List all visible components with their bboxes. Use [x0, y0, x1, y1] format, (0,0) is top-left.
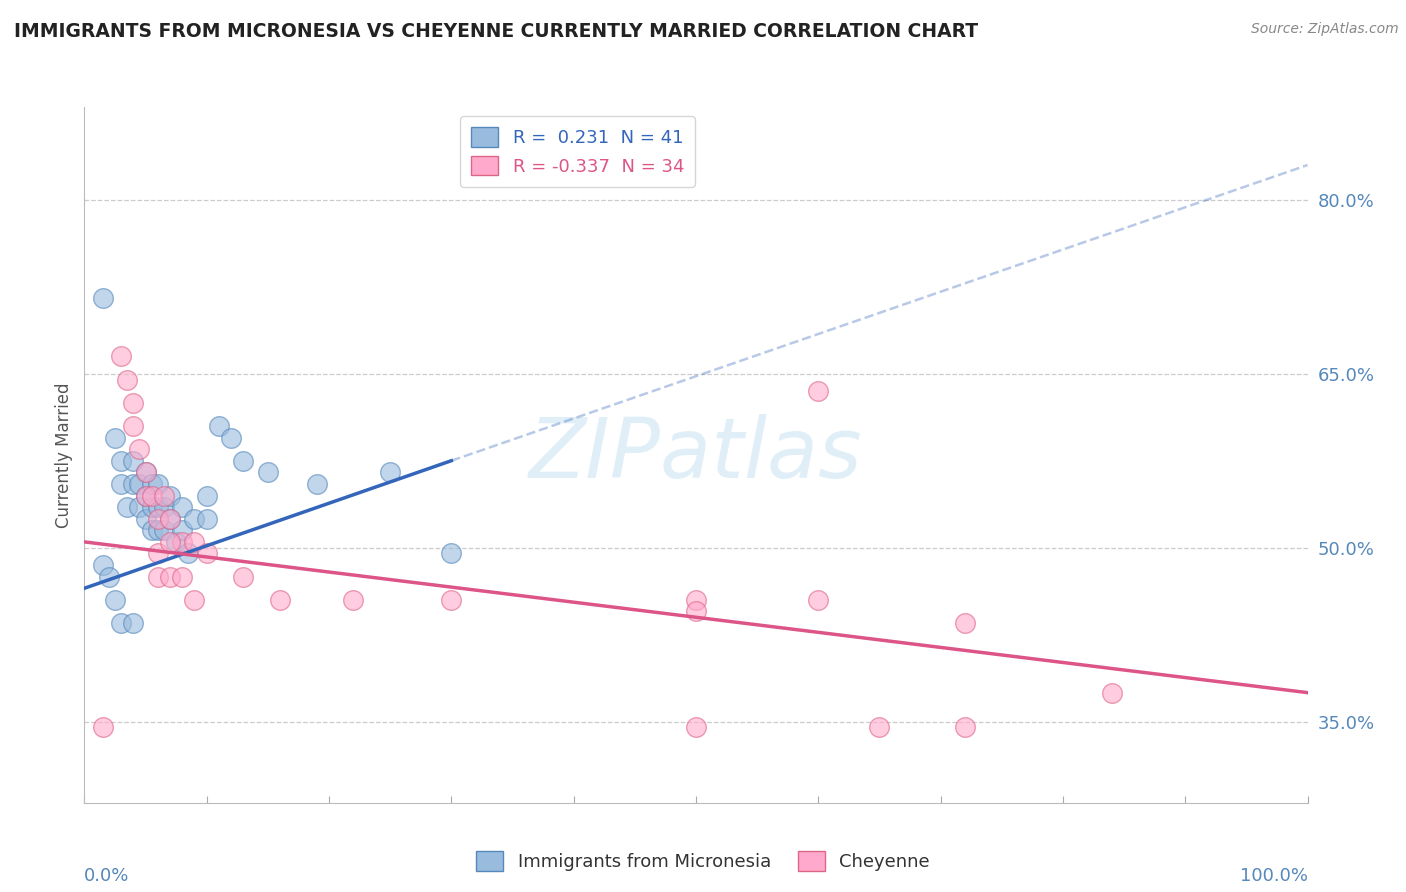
Point	[177, 546, 200, 561]
Point	[953, 615, 976, 630]
Point	[141, 489, 163, 503]
Y-axis label: Currently Married: Currently Married	[55, 382, 73, 528]
Point	[97, 570, 120, 584]
Point	[159, 489, 181, 503]
Point	[146, 546, 169, 561]
Point	[440, 592, 463, 607]
Point	[195, 546, 218, 561]
Text: ZIPatlas: ZIPatlas	[529, 415, 863, 495]
Legend: R =  0.231  N = 41, R = -0.337  N = 34: R = 0.231 N = 41, R = -0.337 N = 34	[460, 116, 695, 186]
Point	[115, 373, 138, 387]
Point	[146, 511, 169, 525]
Point	[135, 466, 157, 480]
Point	[685, 721, 707, 735]
Point	[172, 523, 194, 537]
Point	[172, 534, 194, 549]
Point	[269, 592, 291, 607]
Point	[159, 511, 181, 525]
Point	[807, 384, 830, 398]
Point	[110, 476, 132, 491]
Point	[440, 546, 463, 561]
Point	[195, 489, 218, 503]
Point	[159, 570, 181, 584]
Point	[195, 511, 218, 525]
Point	[165, 534, 187, 549]
Point	[172, 570, 194, 584]
Text: Source: ZipAtlas.com: Source: ZipAtlas.com	[1251, 22, 1399, 37]
Point	[141, 523, 163, 537]
Point	[110, 349, 132, 364]
Point	[104, 430, 127, 444]
Point	[135, 489, 157, 503]
Text: IMMIGRANTS FROM MICRONESIA VS CHEYENNE CURRENTLY MARRIED CORRELATION CHART: IMMIGRANTS FROM MICRONESIA VS CHEYENNE C…	[14, 22, 979, 41]
Point	[685, 592, 707, 607]
Point	[172, 500, 194, 514]
Point	[122, 454, 145, 468]
Point	[122, 615, 145, 630]
Point	[135, 466, 157, 480]
Point	[183, 592, 205, 607]
Point	[91, 558, 114, 573]
Point	[122, 418, 145, 433]
Point	[342, 592, 364, 607]
Point	[183, 534, 205, 549]
Point	[159, 534, 181, 549]
Point	[232, 570, 254, 584]
Point	[257, 466, 280, 480]
Text: 100.0%: 100.0%	[1240, 866, 1308, 885]
Point	[183, 511, 205, 525]
Point	[110, 615, 132, 630]
Point	[153, 489, 176, 503]
Point	[128, 476, 150, 491]
Point	[146, 523, 169, 537]
Point	[232, 454, 254, 468]
Point	[146, 476, 169, 491]
Point	[953, 721, 976, 735]
Text: 0.0%: 0.0%	[84, 866, 129, 885]
Point	[153, 523, 176, 537]
Point	[869, 721, 891, 735]
Point	[122, 476, 145, 491]
Point	[146, 570, 169, 584]
Point	[141, 500, 163, 514]
Point	[153, 500, 176, 514]
Point	[146, 500, 169, 514]
Point	[807, 592, 830, 607]
Point	[219, 430, 242, 444]
Point	[159, 511, 181, 525]
Legend: Immigrants from Micronesia, Cheyenne: Immigrants from Micronesia, Cheyenne	[468, 844, 938, 879]
Point	[115, 500, 138, 514]
Point	[128, 500, 150, 514]
Point	[128, 442, 150, 457]
Point	[208, 418, 231, 433]
Point	[380, 466, 402, 480]
Point	[91, 721, 114, 735]
Point	[305, 476, 328, 491]
Point	[110, 454, 132, 468]
Point	[104, 592, 127, 607]
Point	[135, 489, 157, 503]
Point	[91, 291, 114, 305]
Point	[141, 476, 163, 491]
Point	[685, 605, 707, 619]
Point	[122, 395, 145, 409]
Point	[1101, 686, 1123, 700]
Point	[135, 511, 157, 525]
